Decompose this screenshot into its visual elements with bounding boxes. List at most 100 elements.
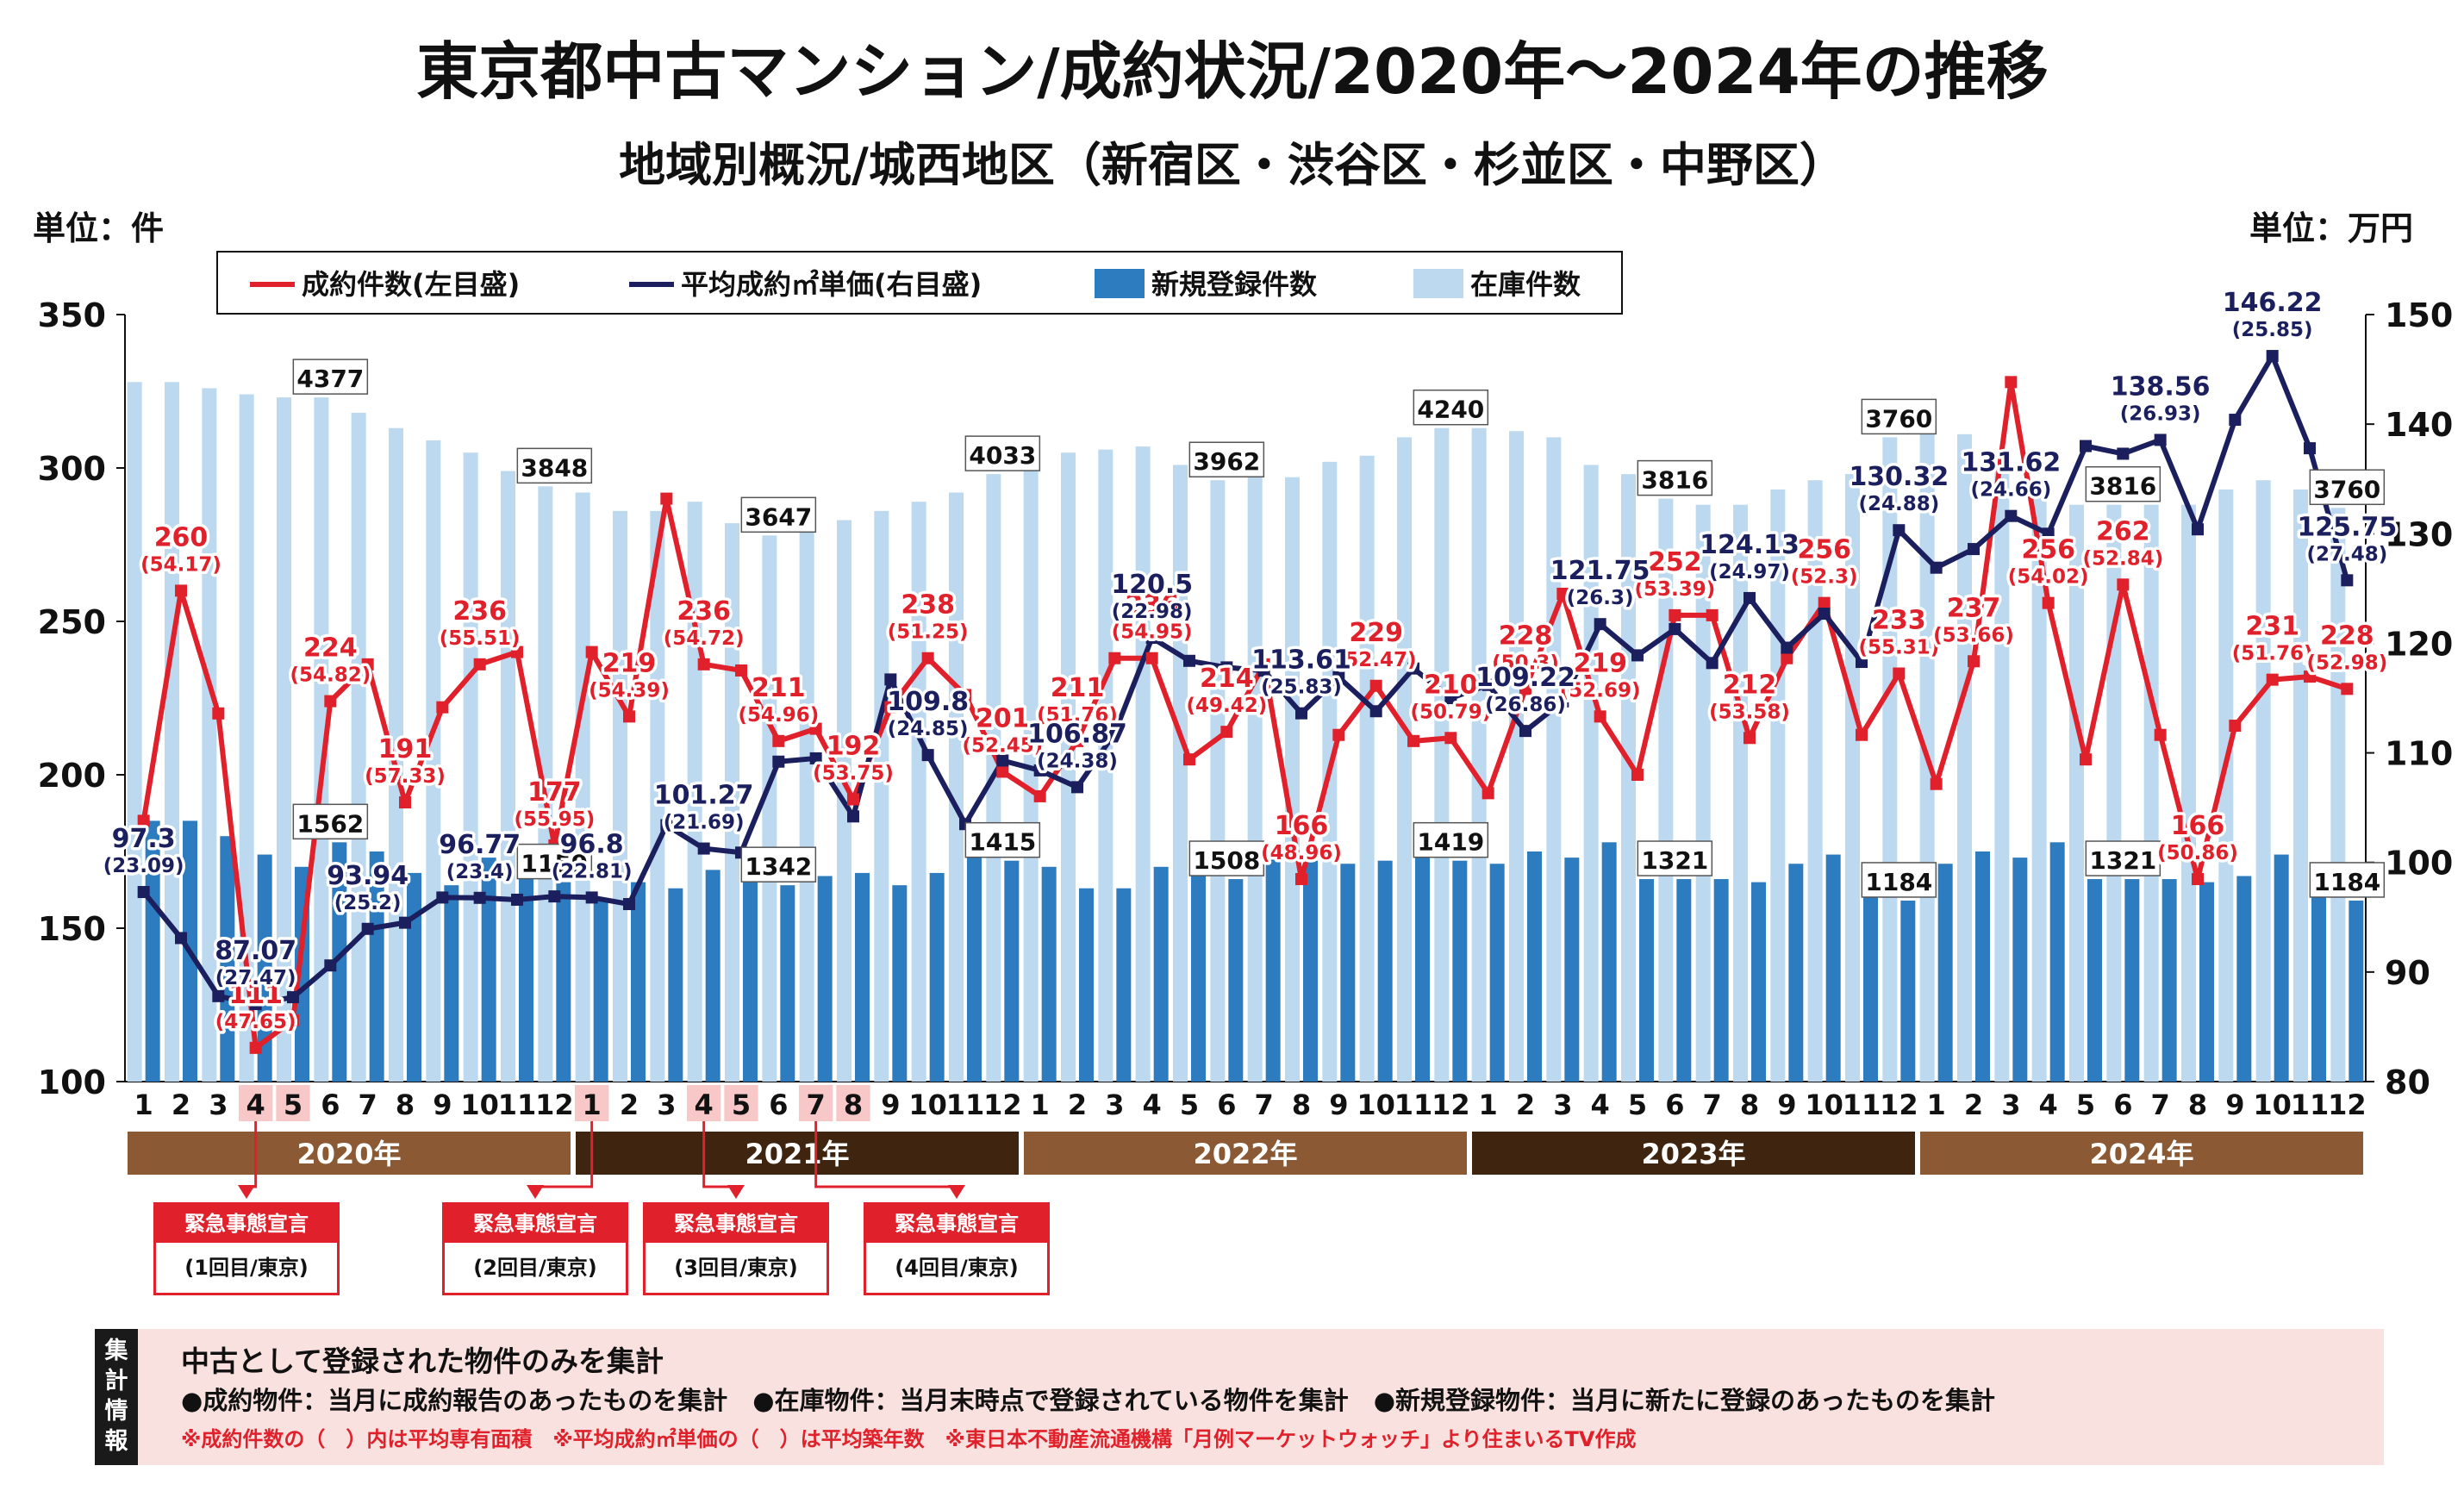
new-listings-bar <box>2311 879 2326 1082</box>
x-tick-label: 11 <box>498 1088 537 1121</box>
inventory-label-text: 3962 <box>1193 447 1260 476</box>
contracts-label-value: 229 <box>1349 618 1403 648</box>
x-tick-label: 2 <box>172 1088 190 1121</box>
inventory-label-box <box>964 435 1041 471</box>
price-point <box>1968 543 1980 556</box>
contracts-point <box>585 646 598 658</box>
inventory-bar <box>1471 427 1487 1082</box>
new-listings-label: 1508 <box>1188 840 1265 876</box>
x-tick-label: 4 <box>1143 1088 1162 1121</box>
contracts-label-value: 192 <box>827 731 881 761</box>
x-tick-label: 5 <box>1180 1088 1199 1121</box>
price-label-sub: (25.83) <box>1261 677 1342 699</box>
contracts-point <box>2304 671 2316 683</box>
y-tick-label-right: 150 <box>2385 296 2453 334</box>
new-listings-bar <box>1303 860 1318 1082</box>
inventory-label-text: 4377 <box>296 365 364 393</box>
inventory-label-text: 3647 <box>745 502 812 531</box>
y-tick-label-right: 120 <box>2385 625 2453 663</box>
new-listings-label-box <box>2309 862 2386 898</box>
price-label-value: 113.61 <box>1251 646 1351 676</box>
x-tick-label: 8 <box>1740 1088 1759 1121</box>
contracts-point <box>1183 753 1195 766</box>
notes-panel <box>95 1329 2384 1465</box>
price-point <box>324 959 337 972</box>
contracts-label-value: 228 <box>2320 621 2374 651</box>
chart-title: 東京都中古マンション/成約状況/2020年～2024年の推移 <box>416 35 2048 108</box>
price-point <box>2005 509 2018 522</box>
emergency-box: 緊急事態宣言 (2回目/東京) <box>442 1202 628 1295</box>
new-listings-bar <box>1639 879 1654 1082</box>
new-listings-bar <box>1452 860 1468 1082</box>
x-tick-label: 12 <box>2328 1088 2367 1121</box>
inventory-label: 3848 <box>516 447 593 484</box>
contracts-label-sub: (50.86) <box>2157 842 2238 864</box>
price-point <box>548 890 561 903</box>
y-tick-label-right: 90 <box>2385 954 2430 992</box>
axes: 100 150 200 250 300 350 80 90 100 110 120 130 140 150 <box>38 296 2454 1101</box>
price-label-sub: (24.97) <box>1709 561 1790 583</box>
contracts-point <box>511 646 523 658</box>
contracts-label-sub: (52.45) <box>962 734 1043 757</box>
new-listings-bar <box>1601 842 1617 1082</box>
new-listings-bar <box>2236 876 2252 1082</box>
new-listings-label-box <box>740 846 817 883</box>
inventory-bar <box>1397 437 1412 1082</box>
price-point <box>1332 671 1345 683</box>
new-listings-label-text: 1184 <box>1865 868 1932 896</box>
legend-inventory-label: 在庫件数 <box>1470 268 1581 301</box>
price-point <box>511 893 523 906</box>
contracts-label-value: 166 <box>2171 811 2225 841</box>
x-tick-label: 12 <box>983 1088 1022 1121</box>
new-listings-bar <box>1937 864 1953 1082</box>
new-listings-label-box <box>516 843 593 880</box>
x-tick-label: 8 <box>2188 1088 2207 1121</box>
price-label-sub: (21.69) <box>664 812 745 834</box>
x-tick-label: 2 <box>1068 1088 1087 1121</box>
price-point <box>2042 527 2055 540</box>
inventory-label: 3962 <box>1188 441 1265 477</box>
contracts-point <box>2266 673 2279 686</box>
price-point <box>697 842 710 855</box>
contracts-point <box>623 710 635 723</box>
contracts-point <box>1332 728 1345 741</box>
x-tick-label: 6 <box>1217 1088 1236 1121</box>
new-listings-bar <box>1415 830 1430 1082</box>
price-point <box>1556 695 1569 708</box>
contracts-point <box>1407 734 1419 747</box>
price-point <box>399 916 411 929</box>
x-tick-label: 7 <box>807 1088 826 1121</box>
price-point <box>921 749 934 762</box>
contracts-point <box>473 658 486 671</box>
contracts-point <box>1295 873 1307 886</box>
price-point <box>2229 414 2242 427</box>
new-listings-bar <box>1489 864 1505 1082</box>
contracts-label-value: 233 <box>1872 606 1926 636</box>
y-tick-label-left: 250 <box>38 603 106 641</box>
contracts-label-value: 191 <box>378 734 433 764</box>
contracts-label-sub: (54.95) <box>1112 621 1193 644</box>
new-listings-bar <box>2199 882 2214 1082</box>
new-listings-bar <box>892 885 908 1082</box>
price-label-value: 138.56 <box>2111 371 2211 402</box>
price-point <box>1482 678 1494 691</box>
contracts-point <box>2005 376 2018 389</box>
inventory-bar <box>1061 452 1076 1082</box>
x-tick-label: 9 <box>1329 1088 1348 1121</box>
new-listings-bar <box>1863 879 1878 1082</box>
new-listings-label-text: 1321 <box>2089 846 2156 875</box>
inventory-label-text: 3816 <box>2089 472 2156 501</box>
price-label-sub: (22.81) <box>552 860 633 883</box>
new-listings-label-box <box>1637 840 1713 876</box>
price-point <box>1781 641 1793 654</box>
contracts-point <box>1482 787 1494 800</box>
right-unit-label: 単位：万円 <box>2249 209 2413 247</box>
x-tick-label: 12 <box>1432 1088 1470 1121</box>
new-listings-bar <box>1900 900 1916 1082</box>
x-tick-label: 1 <box>1479 1088 1498 1121</box>
contracts-label-sub: (54.39) <box>589 679 670 702</box>
contracts-label-sub: (49.42) <box>1186 695 1267 717</box>
contracts-point <box>772 734 785 747</box>
price-point <box>287 991 299 1004</box>
